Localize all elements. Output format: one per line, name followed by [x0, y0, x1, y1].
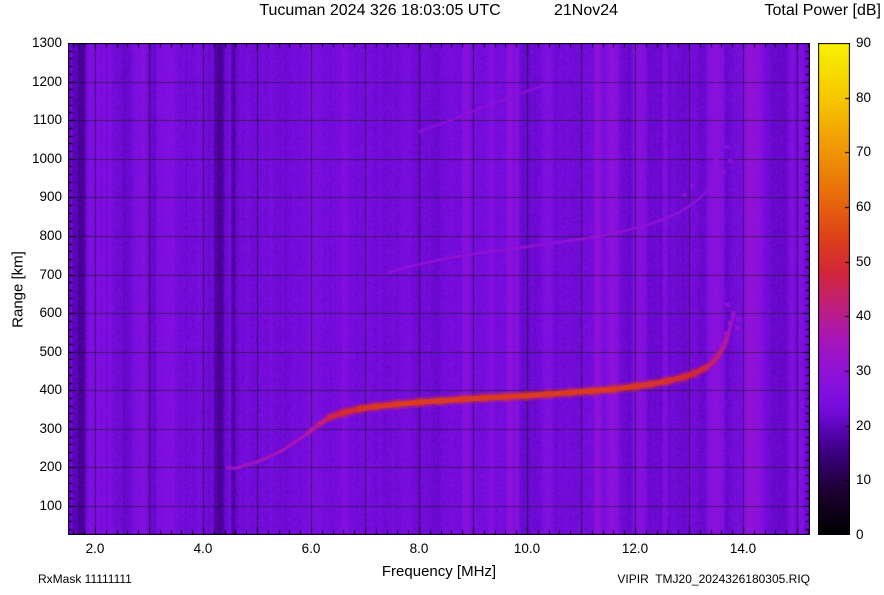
y-axis-tick-label: 1100 — [32, 112, 62, 128]
colorbar-title: Total Power [dB] — [764, 2, 882, 19]
data-file-label: VIPIR TMJ20_2024326180305.RIQ — [617, 572, 810, 586]
y-axis-tick-label: 900 — [39, 189, 62, 205]
colorbar-tick-label: 0 — [856, 527, 864, 542]
colorbar-tick-label: 50 — [856, 253, 872, 269]
x-axis-label: Frequency [MHz] — [381, 563, 497, 580]
y-axis-tick-label: 300 — [39, 420, 62, 436]
y-axis-tick-label: 500 — [39, 343, 62, 359]
colorbar-gradient-canvas — [818, 43, 850, 535]
colorbar-tick-label: 40 — [856, 308, 872, 324]
colorbar-tick-label: 30 — [856, 363, 872, 378]
y-axis-tick-label: 200 — [39, 459, 62, 475]
colorbar-tick-label: 70 — [856, 144, 872, 160]
y-axis-tick-label: 800 — [39, 227, 62, 243]
x-axis-tick-label: 14.0 — [729, 541, 757, 556]
y-axis-tick-label: 100 — [39, 498, 62, 514]
x-axis-tick-label: 8.0 — [409, 541, 429, 556]
colorbar-tick-label: 10 — [856, 472, 872, 488]
colorbar-tick-label: 90 — [856, 35, 872, 50]
colorbar-tick-label: 80 — [856, 89, 872, 105]
y-axis-tick-label: 1300 — [31, 35, 62, 50]
colorbar-tick-label: 20 — [856, 417, 872, 433]
y-axis-tick-label: 400 — [39, 382, 62, 398]
y-axis-tick-label: 600 — [39, 305, 62, 321]
y-axis-tick-label: 1200 — [31, 73, 62, 89]
x-axis-tick-label: 2.0 — [85, 541, 105, 556]
x-axis-tick-label: 12.0 — [621, 541, 649, 556]
x-axis-tick-label: 10.0 — [513, 541, 541, 556]
rx-mask-label: RxMask 11111111 — [38, 572, 132, 586]
ionogram-heatmap-canvas — [68, 43, 810, 535]
x-axis-tick-label: 6.0 — [301, 541, 321, 556]
plot-title: Tucuman 2024 326 18:03:05 UTC — [259, 2, 501, 19]
y-axis-tick-label: 1000 — [31, 150, 62, 166]
colorbar-tick-label: 60 — [856, 199, 872, 214]
y-axis-tick-label: 700 — [39, 266, 62, 282]
x-axis-tick-label: 4.0 — [193, 541, 213, 556]
plot-date: 21Nov24 — [554, 2, 619, 19]
